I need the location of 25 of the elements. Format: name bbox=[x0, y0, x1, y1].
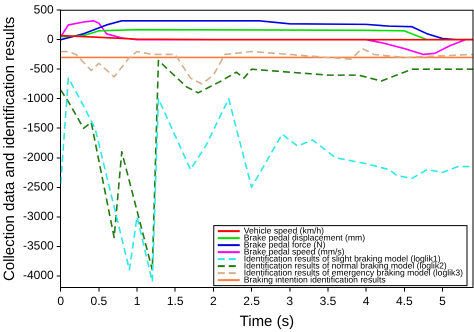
x-tick-label: 4 bbox=[362, 294, 370, 308]
y-tick-label: -1000 bbox=[22, 91, 54, 106]
y-tick-label: 500 bbox=[34, 2, 54, 17]
y-tick-label: -500 bbox=[30, 62, 54, 76]
y-tick-label: -3500 bbox=[22, 238, 54, 253]
legend-label: Vehicle speed (km/h) bbox=[244, 225, 324, 236]
x-tick-label: 0.5 bbox=[90, 294, 108, 308]
y-tick-label: -4000 bbox=[22, 268, 54, 282]
y-tick-label: -2500 bbox=[22, 180, 54, 194]
x-tick-label: 2.5 bbox=[243, 294, 260, 308]
x-tick-label: 4.5 bbox=[396, 294, 413, 308]
y-tick-label: 0 bbox=[47, 32, 54, 46]
x-tick-label: 1 bbox=[134, 294, 141, 308]
x-axis-title: Time (s) bbox=[240, 313, 294, 330]
line-series bbox=[60, 48, 473, 85]
y-axis-title: Collection data and identification results bbox=[1, 16, 18, 282]
x-tick-label: 3.5 bbox=[320, 294, 337, 308]
y-tick-label: -1500 bbox=[22, 120, 54, 135]
x-tick-label: 5 bbox=[439, 294, 446, 308]
x-tick-label: 0 bbox=[57, 294, 64, 308]
y-tick-label: -3000 bbox=[22, 209, 54, 224]
x-tick-label: 2 bbox=[210, 294, 218, 308]
x-tick-label: 3 bbox=[286, 294, 294, 308]
x-tick-label: 1.5 bbox=[166, 294, 184, 308]
y-tick-label: -2000 bbox=[22, 150, 54, 164]
